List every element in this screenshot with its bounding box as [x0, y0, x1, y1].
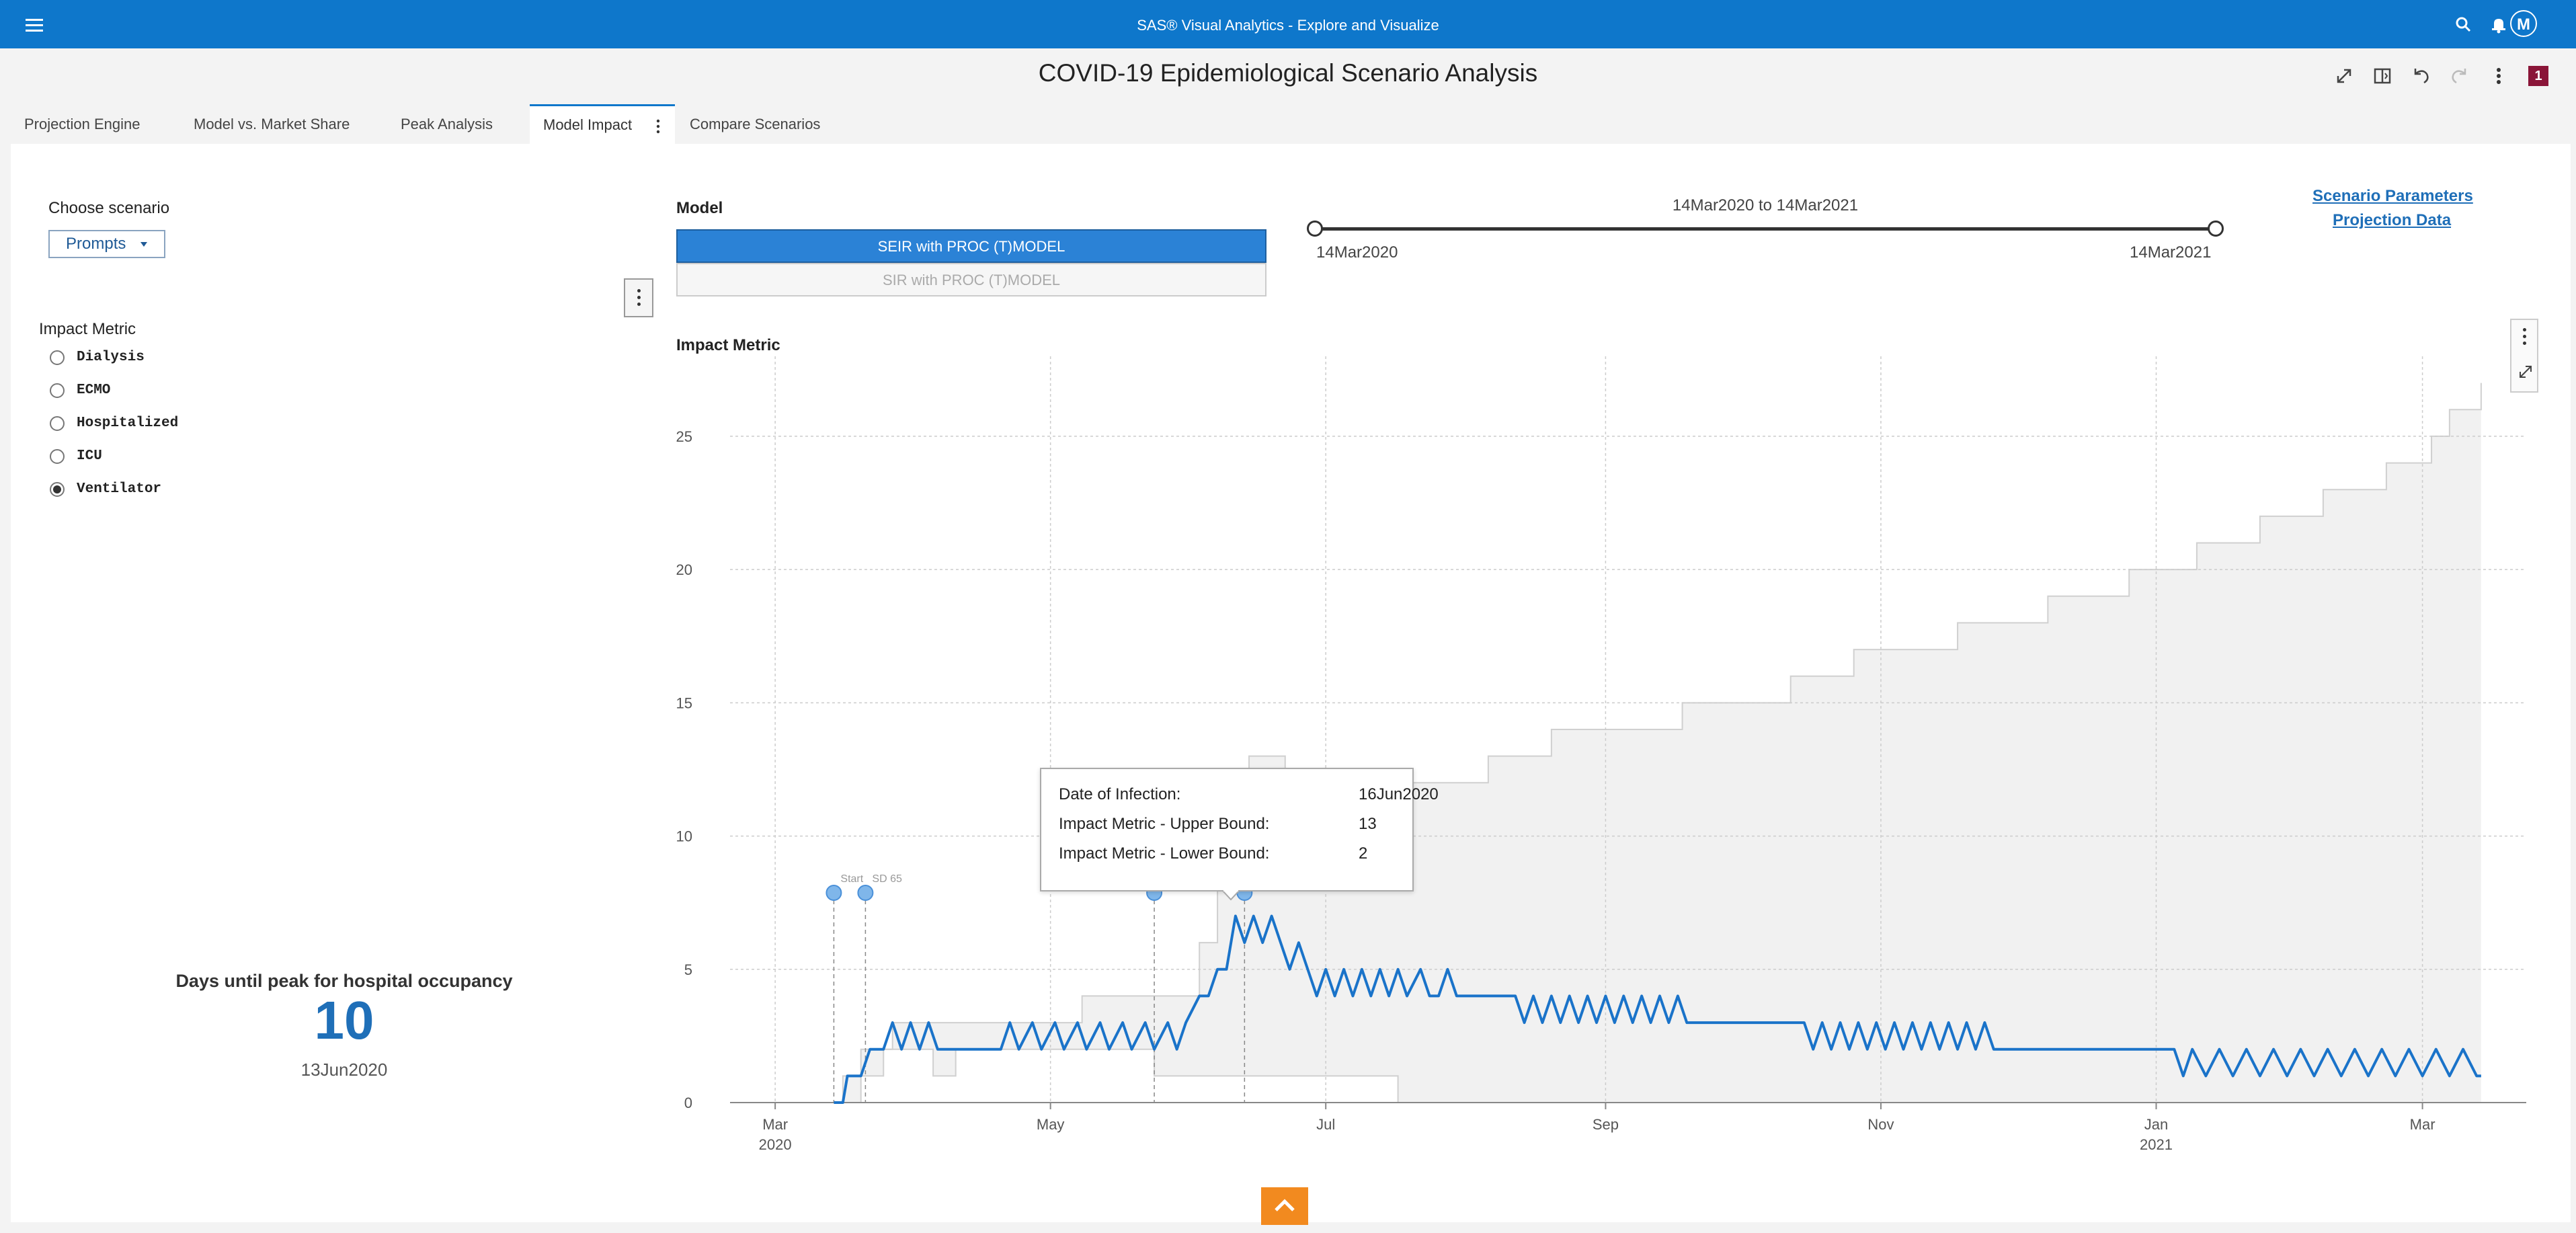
y-tick-label: 10: [676, 828, 692, 845]
annotation-marker: [857, 885, 874, 901]
y-tick-label: 15: [676, 694, 692, 711]
scenario-parameters-link[interactable]: Scenario Parameters: [2312, 187, 2473, 205]
more-options-icon: [637, 289, 641, 309]
radio-hospitalized[interactable]: [50, 416, 65, 431]
radio-ecmo-label[interactable]: ECMO: [77, 383, 111, 398]
more-options-icon[interactable]: [2487, 65, 2510, 87]
radio-ventilator-label[interactable]: Ventilator: [77, 481, 162, 497]
x-tick-label: Mar: [762, 1116, 788, 1133]
x-tick-label: May: [1037, 1116, 1065, 1133]
tooltip-pointer: [1222, 890, 1240, 901]
model-label: Model: [676, 199, 723, 217]
maximize-icon[interactable]: [2333, 65, 2356, 87]
chart-title: Impact Metric: [676, 336, 780, 354]
prompts-button-label: Prompts: [66, 235, 126, 253]
redo-icon[interactable]: [2448, 65, 2471, 87]
tab-peak-analysis[interactable]: Peak Analysis: [401, 116, 493, 132]
tooltip-date-label: Date of Infection:: [1059, 785, 1181, 803]
chevron-up-icon: [1275, 1199, 1295, 1211]
tab-compare-scenarios[interactable]: Compare Scenarios: [690, 116, 821, 132]
scroll-to-top-button[interactable]: [1261, 1187, 1308, 1225]
undo-icon[interactable]: [2409, 65, 2432, 87]
y-tick-label: 0: [684, 1095, 692, 1111]
tooltip-upper-value: 13: [1359, 815, 1377, 833]
projection-data-link[interactable]: Projection Data: [2333, 211, 2452, 229]
impact-metric-label: Impact Metric: [39, 320, 136, 338]
confidence-band: [834, 383, 2481, 1103]
annotation-label: SD 65: [872, 873, 902, 885]
x-tick-year-label: 2021: [2140, 1136, 2173, 1153]
tooltip-lower-value: 2: [1359, 844, 1368, 863]
slider-start-handle[interactable]: [1307, 221, 1323, 237]
radio-icu[interactable]: [50, 449, 65, 464]
side-panel-icon[interactable]: [2371, 65, 2394, 87]
search-icon[interactable]: [2454, 15, 2474, 35]
radio-dialysis-label[interactable]: Dialysis: [77, 350, 145, 365]
chart-menu-button[interactable]: [2510, 319, 2538, 393]
radio-ventilator[interactable]: [50, 482, 65, 497]
app-title: SAS® Visual Analytics - Explore and Visu…: [1137, 17, 1439, 34]
y-tick-label: 25: [676, 428, 692, 445]
radio-ecmo[interactable]: [50, 383, 65, 398]
kpi-value: 10: [314, 990, 374, 1050]
tab-model-impact[interactable]: Model Impact: [530, 104, 675, 144]
y-tick-label: 5: [684, 961, 692, 978]
tooltip-lower-label: Impact Metric - Lower Bound:: [1059, 844, 1270, 863]
expand-icon[interactable]: [2517, 363, 2534, 381]
date-range-label: 14Mar2020 to 14Mar2021: [1672, 196, 1859, 214]
kpi-title: Days until peak for hospital occupancy: [175, 971, 513, 991]
annotation-label: Start: [840, 873, 863, 885]
x-tick-year-label: 2020: [759, 1136, 792, 1153]
tab-model-impact-label: Model Impact: [543, 116, 633, 133]
avatar[interactable]: M: [2510, 10, 2537, 37]
kpi-date: 13Jun2020: [300, 1060, 388, 1080]
radio-dialysis[interactable]: [50, 350, 65, 365]
notification-bell-icon[interactable]: [2489, 15, 2509, 35]
tooltip-upper-label: Impact Metric - Upper Bound:: [1059, 815, 1270, 833]
prompts-button[interactable]: Prompts: [48, 230, 165, 258]
x-tick-label: Jan: [2144, 1116, 2168, 1133]
menu-icon[interactable]: [26, 19, 43, 32]
report-title: COVID-19 Epidemiological Scenario Analys…: [1038, 59, 1538, 87]
slider-end-handle[interactable]: [2208, 221, 2224, 237]
y-tick-label: 20: [676, 561, 692, 578]
tab-model-vs-market-share[interactable]: Model vs. Market Share: [194, 116, 350, 132]
upper-bound-line: [834, 383, 2482, 1103]
slider-track[interactable]: [1315, 227, 2216, 231]
left-panel-menu-button[interactable]: [624, 278, 653, 317]
model-option-sir[interactable]: SIR with PROC (T)MODEL: [676, 263, 1266, 296]
slider-start-label: 14Mar2020: [1316, 243, 1398, 262]
series-line: [834, 914, 2481, 1104]
radio-hospitalized-label[interactable]: Hospitalized: [77, 415, 179, 431]
x-tick-label: Mar: [2410, 1116, 2436, 1133]
x-tick-label: Sep: [1593, 1116, 1619, 1133]
x-tick-label: Nov: [1867, 1116, 1894, 1133]
tab-more-icon[interactable]: [655, 118, 661, 134]
choose-scenario-label: Choose scenario: [48, 199, 170, 217]
more-options-icon: [2523, 328, 2526, 348]
caret-down-icon: [140, 242, 147, 247]
radio-icu-label[interactable]: ICU: [77, 448, 102, 464]
slider-end-label: 14Mar2021: [2130, 243, 2212, 262]
tab-projection-engine[interactable]: Projection Engine: [24, 116, 140, 132]
app-bar: SAS® Visual Analytics - Explore and Visu…: [0, 0, 2576, 48]
annotation-marker: [826, 885, 842, 901]
x-tick-label: Jul: [1316, 1116, 1335, 1133]
chart-tooltip: Date of Infection: 16Jun2020 Impact Metr…: [1040, 768, 1439, 891]
notification-badge[interactable]: 1: [2528, 66, 2548, 86]
lower-bound-line: [834, 1048, 2481, 1103]
tooltip-date-value: 16Jun2020: [1359, 785, 1439, 803]
model-option-seir[interactable]: SEIR with PROC (T)MODEL: [676, 229, 1266, 263]
